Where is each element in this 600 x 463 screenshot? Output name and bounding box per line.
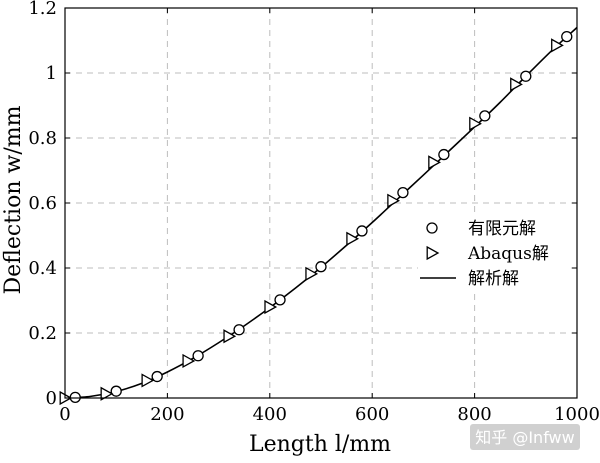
- grid-lines: [65, 8, 577, 398]
- x-tick-label: 600: [355, 404, 389, 425]
- watermark-text: 知乎 @Infww: [475, 428, 574, 447]
- abaqus-point: [223, 329, 237, 344]
- legend-label: 有限元解: [468, 219, 536, 239]
- y-tick-labels: 0 0.2 0.4 0.6 0.8 1 1.2: [28, 0, 57, 409]
- y-tick-label: 0.4: [28, 258, 57, 279]
- abaqus-point: [551, 38, 564, 53]
- watermark: 知乎 @Infww: [470, 424, 580, 450]
- legend-label: Abaqus解: [467, 244, 549, 264]
- abaqus-point: [428, 155, 441, 170]
- fem-point: [479, 110, 491, 122]
- y-tick-label: 0.6: [28, 193, 57, 214]
- legend-label: 解析解: [468, 269, 519, 289]
- fem-point: [110, 385, 122, 397]
- abaqus-point: [305, 266, 319, 281]
- fem-point: [561, 30, 573, 43]
- fem-point: [233, 324, 245, 336]
- abaqus-point: [510, 77, 523, 92]
- fem-point: [151, 370, 163, 383]
- x-axis-title: Length l/mm: [249, 432, 391, 457]
- abaqus-point: [264, 299, 278, 315]
- legend-fem-marker: [426, 222, 438, 234]
- abaqus-point: [387, 193, 401, 208]
- fem-point: [397, 186, 409, 199]
- legend-abaqus-marker: [426, 245, 440, 261]
- abaqus-point: [469, 116, 482, 131]
- fem-point: [315, 261, 327, 273]
- watermark-background: [470, 424, 580, 450]
- y-tick-label: 0.8: [28, 128, 57, 149]
- x-tick-label: 1000: [554, 404, 600, 425]
- x-tick-labels: 0 200 400 600 800 1000: [59, 404, 600, 425]
- x-tick-label: 800: [457, 404, 491, 425]
- abaqus-point: [141, 373, 155, 388]
- abaqus-point: [346, 231, 360, 246]
- fem-point: [520, 70, 532, 82]
- y-axis-title: Deflection w/mm: [1, 105, 26, 294]
- x-tick-label: 400: [253, 404, 287, 425]
- fem-point: [438, 148, 450, 161]
- x-tick-label: 0: [59, 404, 70, 425]
- abaqus-point: [100, 386, 114, 401]
- y-tick-label: 1.2: [28, 0, 57, 19]
- fem-point: [69, 391, 81, 404]
- x-tick-label: 200: [150, 404, 184, 425]
- y-tick-label: 0: [46, 388, 57, 409]
- fem-point: [192, 350, 204, 362]
- marker-layer: [59, 30, 573, 406]
- abaqus-point: [182, 353, 196, 369]
- axis-ticks: [64, 7, 578, 399]
- y-tick-label: 0.2: [28, 323, 57, 344]
- fem-point: [356, 225, 368, 237]
- fem-point: [274, 294, 286, 306]
- y-tick-label: 1: [46, 63, 57, 84]
